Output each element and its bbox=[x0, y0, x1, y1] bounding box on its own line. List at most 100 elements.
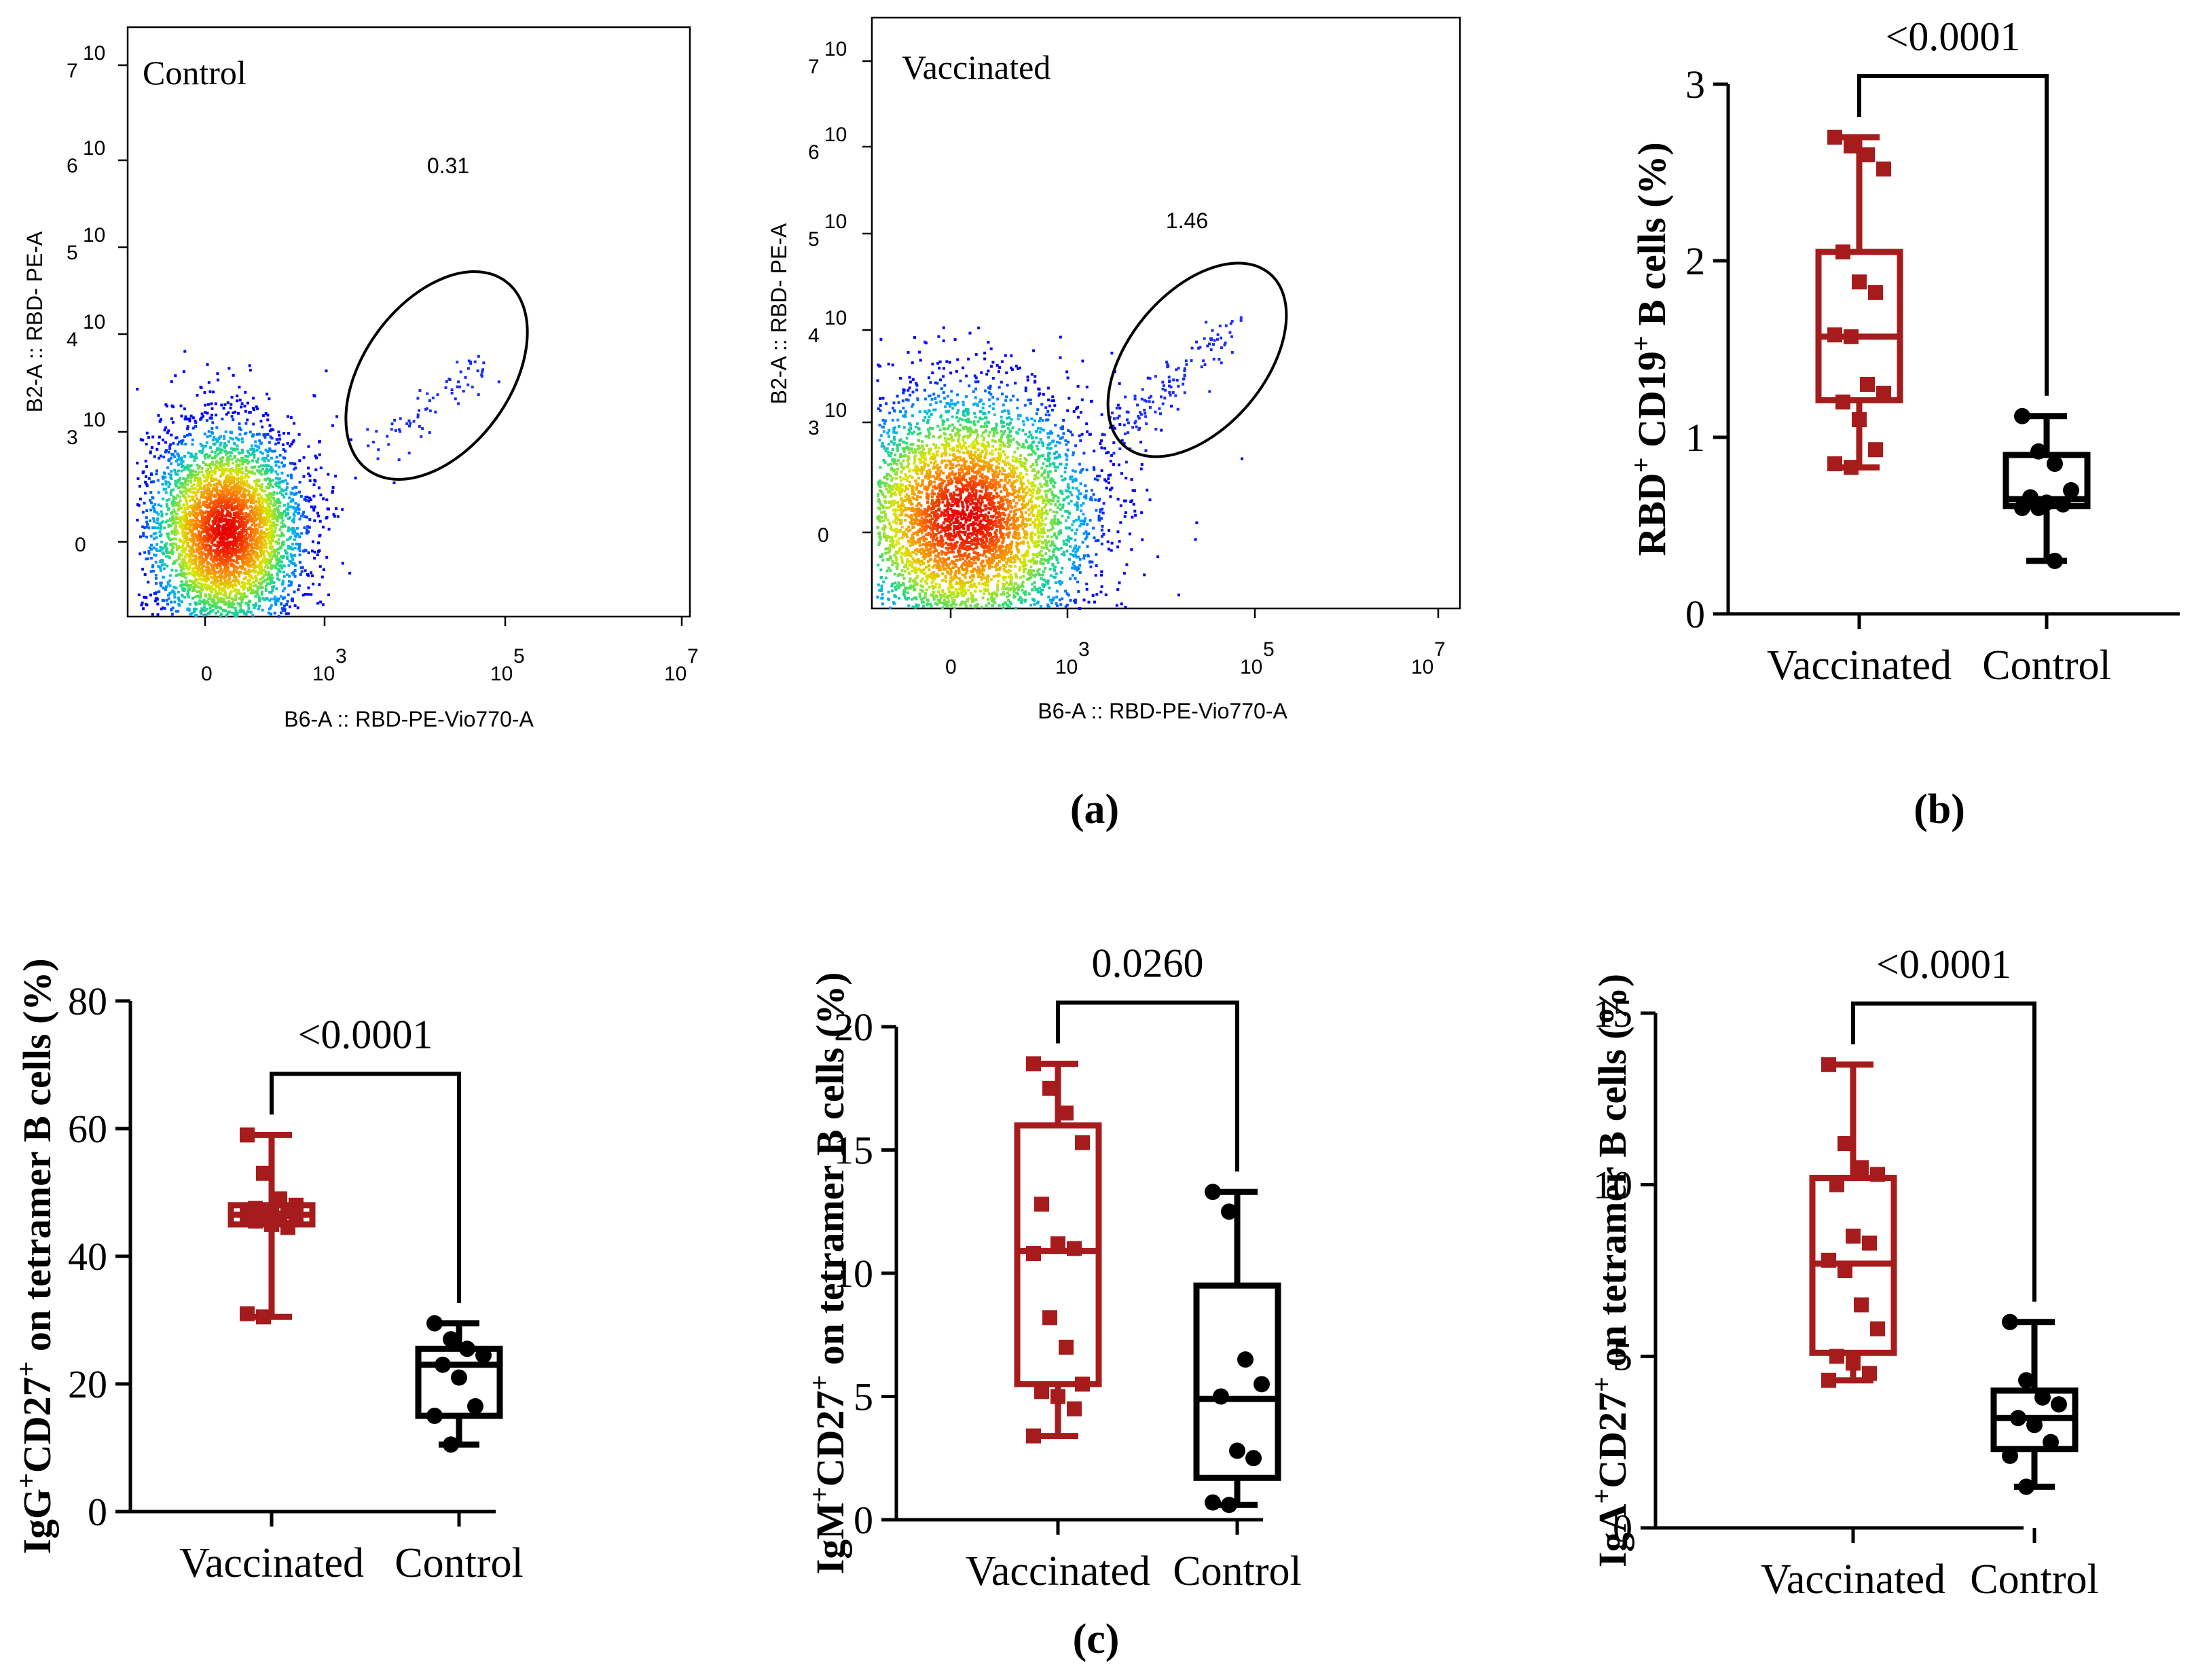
flow-event bbox=[1065, 549, 1069, 553]
flow-event bbox=[244, 572, 248, 575]
flow-event bbox=[187, 512, 190, 515]
flow-event bbox=[287, 432, 290, 435]
flow-event bbox=[252, 522, 255, 525]
flow-event bbox=[137, 594, 141, 596]
flow-event bbox=[968, 477, 972, 480]
flow-event bbox=[996, 474, 1000, 477]
flow-event bbox=[926, 498, 930, 501]
flow-event bbox=[245, 536, 249, 540]
flow-event bbox=[193, 459, 196, 462]
flow-event bbox=[218, 516, 221, 519]
flow-event bbox=[211, 572, 214, 575]
flow-event bbox=[1004, 513, 1006, 517]
flow-event bbox=[318, 565, 322, 568]
flow-event bbox=[189, 613, 192, 616]
flow-event bbox=[260, 521, 263, 524]
flow-event bbox=[1055, 596, 1059, 599]
flow-event bbox=[217, 586, 221, 589]
flow-event bbox=[291, 599, 294, 602]
flow-event bbox=[275, 484, 278, 488]
flow-event bbox=[1076, 568, 1079, 572]
flow-event bbox=[192, 558, 196, 562]
flow-event bbox=[967, 526, 970, 529]
flow-event bbox=[1054, 424, 1057, 427]
flow-event bbox=[194, 455, 197, 458]
flow-event bbox=[234, 560, 238, 564]
flow-event bbox=[170, 417, 173, 420]
flow-event bbox=[416, 413, 420, 416]
x-tick-label: 5 bbox=[513, 645, 525, 668]
flow-event bbox=[151, 564, 155, 567]
flow-event bbox=[290, 442, 293, 445]
flow-event bbox=[288, 574, 291, 578]
flow-event bbox=[244, 525, 247, 528]
flow-event bbox=[208, 510, 211, 513]
flow-event bbox=[316, 511, 319, 515]
flow-event bbox=[302, 456, 306, 459]
flow-event bbox=[251, 556, 254, 560]
flow-event bbox=[223, 500, 226, 504]
flow-event bbox=[939, 594, 943, 598]
flow-event bbox=[188, 417, 191, 420]
flow-event bbox=[1069, 537, 1073, 541]
flow-event bbox=[189, 505, 193, 509]
y-tick-label: 10 bbox=[83, 137, 105, 160]
flow-event bbox=[1074, 470, 1077, 473]
flow-event bbox=[194, 583, 197, 586]
flow-event bbox=[1072, 480, 1074, 483]
flow-event bbox=[255, 483, 258, 487]
flow-event bbox=[911, 534, 914, 537]
flow-event bbox=[271, 545, 274, 549]
flow-event bbox=[194, 505, 197, 509]
flow-event bbox=[206, 544, 208, 547]
flow-event bbox=[218, 588, 221, 591]
flow-event bbox=[220, 486, 223, 489]
flow-event bbox=[213, 519, 217, 523]
flow-event bbox=[157, 414, 160, 417]
flow-event bbox=[186, 545, 189, 548]
flow-event bbox=[249, 600, 251, 603]
flow-event bbox=[257, 433, 261, 436]
flow-event bbox=[223, 553, 227, 556]
flow-event bbox=[930, 461, 932, 464]
flow-event bbox=[206, 363, 209, 366]
flow-event bbox=[287, 526, 291, 530]
flow-event bbox=[292, 527, 295, 530]
flow-event bbox=[316, 553, 319, 557]
flow-event bbox=[185, 564, 188, 568]
flow-event bbox=[238, 542, 242, 545]
flow-event bbox=[926, 470, 928, 473]
flow-event bbox=[203, 445, 206, 448]
flow-event bbox=[272, 508, 276, 511]
flow-event bbox=[1034, 504, 1037, 507]
flow-event bbox=[255, 509, 258, 513]
flow-event bbox=[931, 427, 934, 431]
flow-event bbox=[204, 403, 207, 407]
flow-event bbox=[278, 437, 282, 441]
flow-event bbox=[186, 427, 189, 431]
flow-event bbox=[147, 526, 151, 530]
flow-event bbox=[921, 519, 924, 522]
flow-event bbox=[213, 500, 217, 503]
flow-event bbox=[293, 529, 296, 532]
flow-event bbox=[215, 486, 219, 489]
flow-event bbox=[246, 559, 250, 562]
flow-event bbox=[219, 489, 221, 492]
flow-event bbox=[228, 594, 232, 597]
flow-event bbox=[169, 517, 172, 521]
flow-event bbox=[250, 538, 253, 541]
flow-event bbox=[981, 582, 985, 585]
flow-event bbox=[188, 511, 191, 514]
flow-event bbox=[909, 537, 913, 540]
flow-event bbox=[409, 422, 412, 425]
flow-event bbox=[270, 542, 273, 545]
flow-event bbox=[239, 604, 242, 608]
flow-event bbox=[231, 601, 234, 604]
flow-event bbox=[179, 584, 183, 587]
flow-event bbox=[204, 586, 208, 589]
flow-event bbox=[206, 467, 209, 471]
flow-event bbox=[251, 510, 254, 513]
flow-event bbox=[186, 519, 189, 523]
flow-event bbox=[204, 488, 208, 492]
flow-event bbox=[172, 508, 176, 511]
